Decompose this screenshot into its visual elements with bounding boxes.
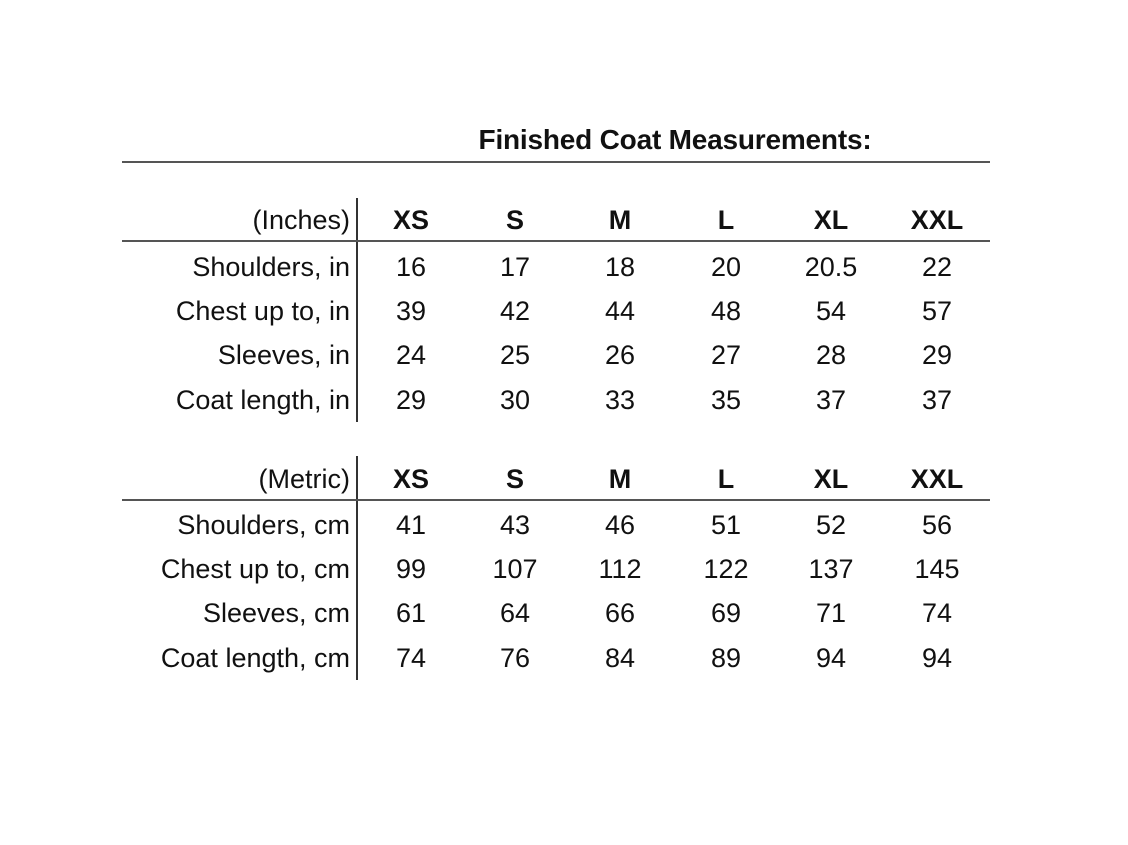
inches-cell: 57: [921, 296, 953, 326]
metric-row-label: Sleeves, cm: [202, 598, 350, 628]
inches-cell: 35: [710, 385, 742, 415]
metric-cell: 41: [395, 510, 427, 540]
metric-cell: 69: [710, 598, 742, 628]
inches-cell: 29: [921, 340, 953, 370]
metric-cell: 66: [604, 598, 636, 628]
metric-cell: 84: [604, 643, 636, 673]
metric-unit-label: (Metric): [258, 464, 350, 494]
metric-cell: 74: [395, 643, 427, 673]
inches-size-xl: XL: [813, 205, 849, 235]
inches-vertical-divider: [356, 198, 358, 422]
inches-cell: 18: [604, 252, 636, 282]
inches-cell: 28: [815, 340, 847, 370]
inches-cell: 37: [921, 385, 953, 415]
metric-cell: 74: [921, 598, 953, 628]
inches-unit-label: (Inches): [252, 205, 350, 235]
metric-vertical-divider: [356, 456, 358, 680]
inches-cell: 39: [395, 296, 427, 326]
inches-cell: 42: [499, 296, 531, 326]
inches-cell: 33: [604, 385, 636, 415]
inches-row-label: Sleeves, in: [217, 340, 350, 370]
inches-size-s: S: [505, 205, 524, 235]
metric-cell: 56: [921, 510, 953, 540]
metric-cell: 61: [395, 598, 427, 628]
inches-size-xxl: XXL: [910, 205, 964, 235]
metric-cell: 89: [710, 643, 742, 673]
inches-size-xs: XS: [392, 205, 430, 235]
inches-row-label: Chest up to, in: [175, 296, 350, 326]
inches-cell: 44: [604, 296, 636, 326]
metric-cell: 145: [914, 554, 960, 584]
inches-cell: 26: [604, 340, 636, 370]
inches-size-l: L: [717, 205, 735, 235]
inches-cell: 22: [921, 252, 953, 282]
metric-size-l: L: [717, 464, 735, 494]
metric-size-xs: XS: [392, 464, 430, 494]
metric-row-label: Coat length, cm: [160, 643, 350, 673]
metric-row-label: Shoulders, cm: [177, 510, 350, 540]
inches-cell: 27: [710, 340, 742, 370]
metric-cell: 107: [492, 554, 538, 584]
inches-cell: 20.5: [804, 252, 858, 282]
metric-cell: 94: [921, 643, 953, 673]
inches-row-label: Coat length, in: [175, 385, 350, 415]
metric-header-rule: [122, 499, 990, 501]
metric-cell: 51: [710, 510, 742, 540]
inches-cell: 24: [395, 340, 427, 370]
title-rule: [122, 161, 990, 163]
metric-cell: 112: [598, 554, 642, 584]
inches-cell: 16: [395, 252, 427, 282]
metric-cell: 137: [808, 554, 854, 584]
metric-cell: 122: [703, 554, 749, 584]
inches-cell: 17: [499, 252, 531, 282]
metric-cell: 46: [604, 510, 636, 540]
metric-cell: 76: [499, 643, 531, 673]
metric-size-xxl: XXL: [910, 464, 964, 494]
metric-cell: 43: [499, 510, 531, 540]
inches-cell: 25: [499, 340, 531, 370]
metric-cell: 99: [395, 554, 427, 584]
inches-cell: 30: [499, 385, 531, 415]
metric-cell: 94: [815, 643, 847, 673]
page-title: Finished Coat Measurements:: [478, 124, 872, 155]
metric-cell: 64: [499, 598, 531, 628]
inches-cell: 48: [710, 296, 742, 326]
inches-row-label: Shoulders, in: [192, 252, 350, 282]
metric-cell: 52: [815, 510, 847, 540]
metric-size-m: M: [608, 464, 632, 494]
inches-cell: 54: [815, 296, 847, 326]
inches-cell: 20: [710, 252, 742, 282]
metric-size-s: S: [505, 464, 524, 494]
metric-size-xl: XL: [813, 464, 849, 494]
inches-cell: 37: [815, 385, 847, 415]
metric-cell: 71: [815, 598, 847, 628]
metric-row-label: Chest up to, cm: [160, 554, 350, 584]
inches-cell: 29: [395, 385, 427, 415]
inches-header-rule: [122, 240, 990, 242]
inches-size-m: M: [608, 205, 632, 235]
